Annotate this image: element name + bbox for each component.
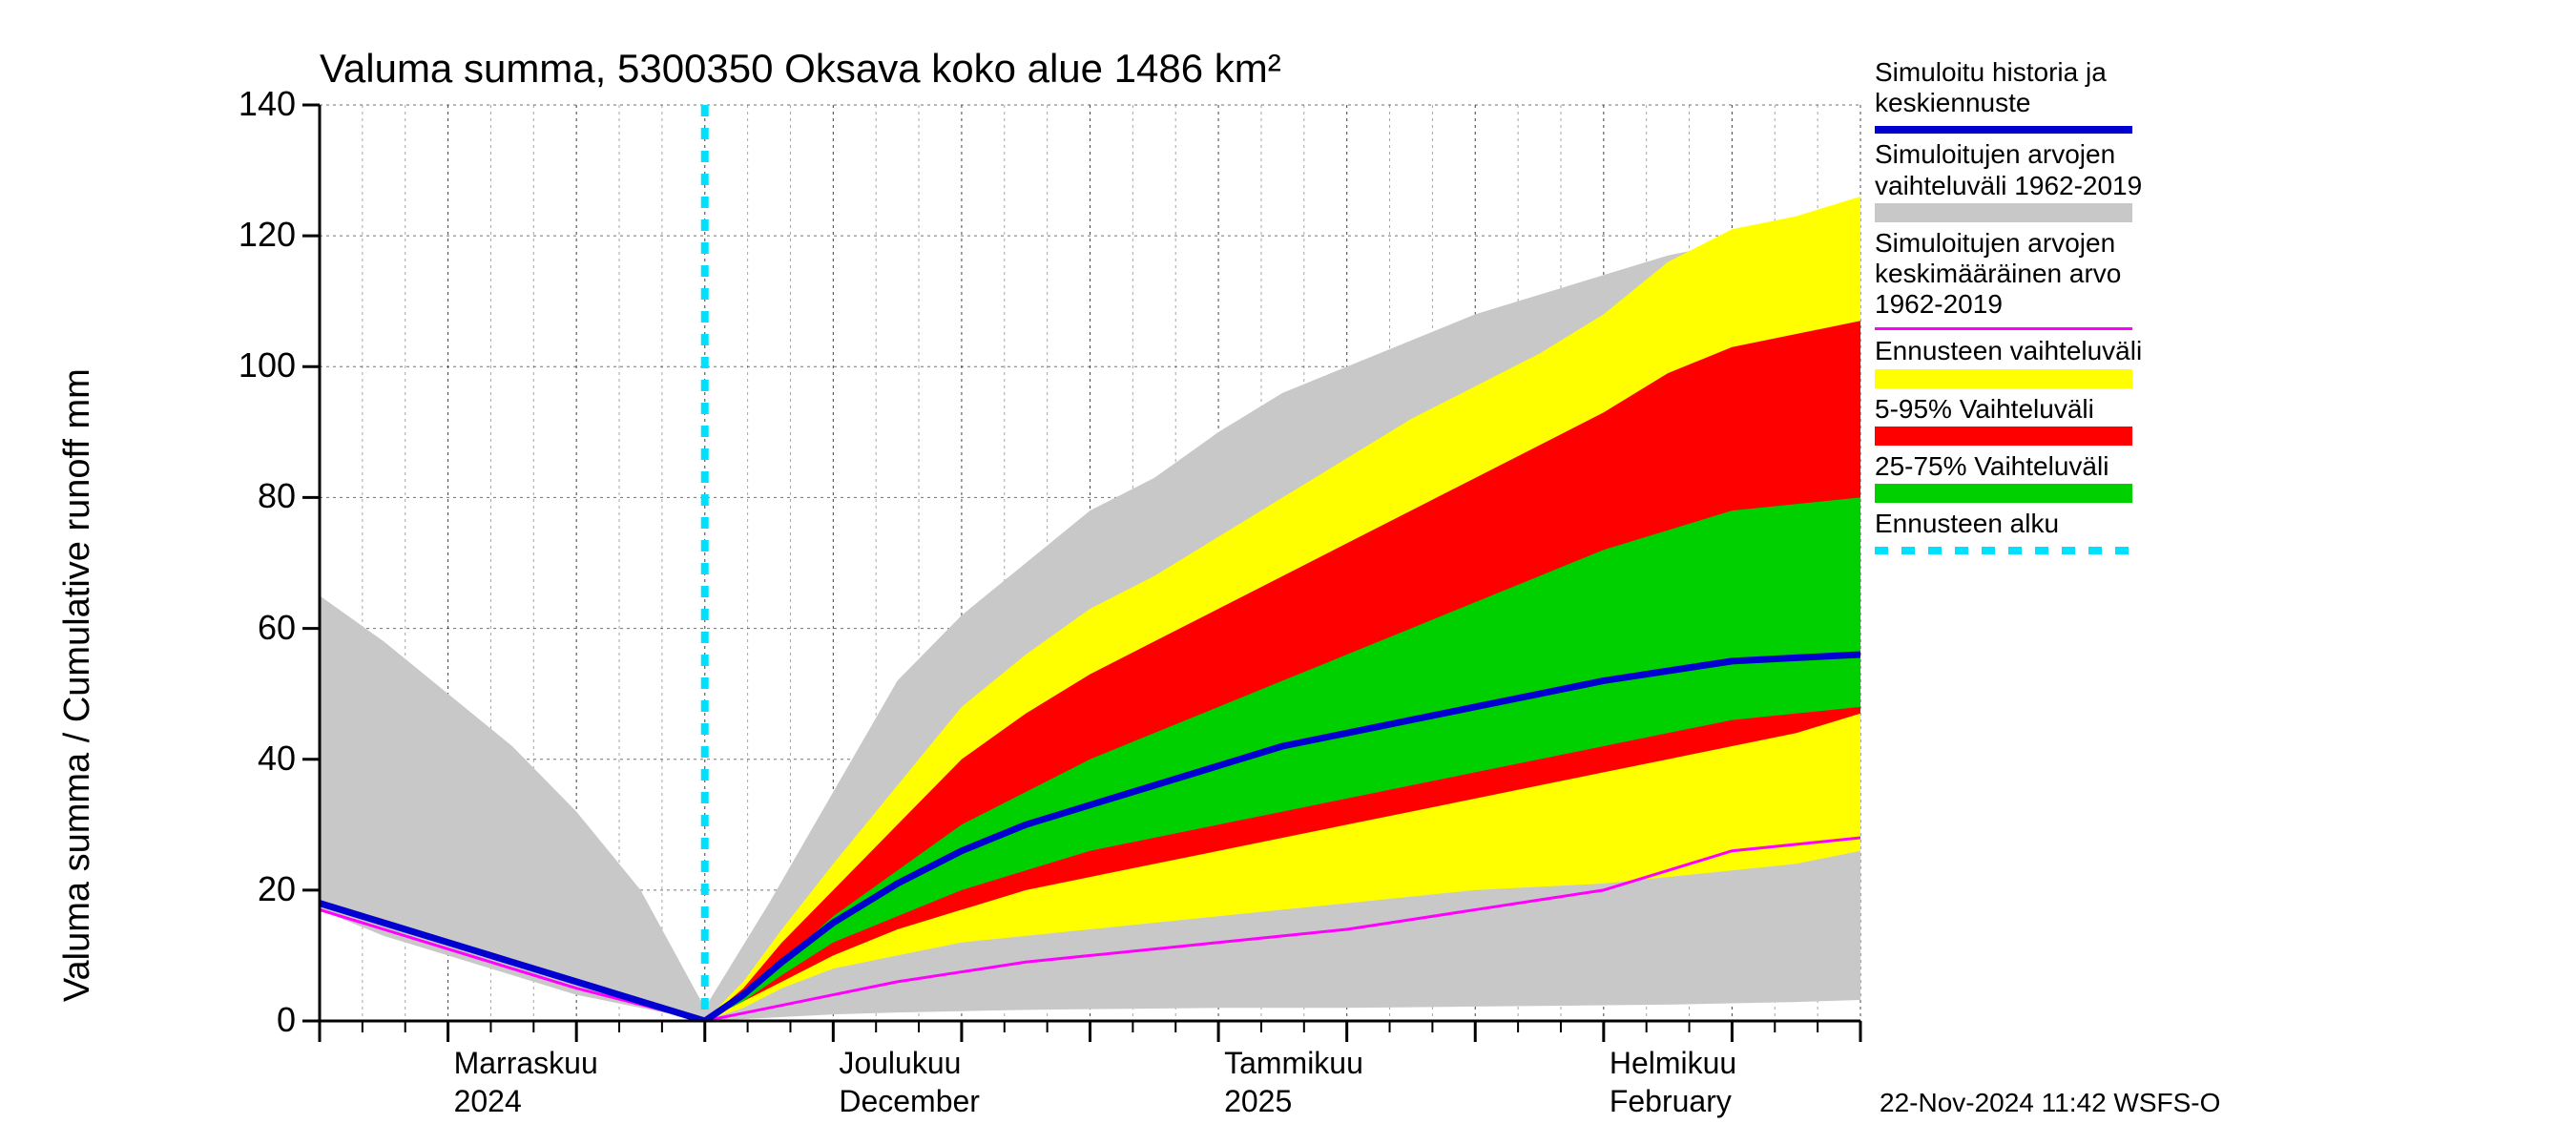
legend-label: 1962-2019 [1875,289,2142,320]
y-tick-label: 120 [215,215,296,255]
legend-entry: 25-75% Vaihteluväli [1875,451,2142,503]
legend-label: Simuloitujen arvojen [1875,139,2142,170]
x-month-label: Marraskuu [454,1046,598,1081]
legend-label: Ennusteen alku [1875,509,2142,539]
chart-title: Valuma summa, 5300350 Oksava koko alue 1… [320,46,1281,92]
legend-label: vaihteluväli 1962-2019 [1875,171,2142,201]
y-tick-label: 140 [215,84,296,124]
legend-entry: Simuloitujen arvojenkeskimääräinen arvo … [1875,228,2142,331]
legend-entry: Simuloitujen arvojenvaihteluväli 1962-20… [1875,139,2142,221]
y-tick-label: 40 [215,739,296,779]
x-month-label: Tammikuu [1224,1046,1363,1081]
x-month-sublabel: February [1610,1084,1732,1119]
legend-swatch [1875,126,2132,134]
legend-swatch [1875,327,2132,330]
y-tick-label: 100 [215,345,296,385]
legend-swatch [1875,484,2132,503]
x-month-sublabel: 2025 [1224,1084,1292,1119]
x-month-label: Helmikuu [1610,1046,1736,1081]
y-tick-label: 20 [215,869,296,909]
legend-label: Ennusteen vaihteluväli [1875,336,2142,366]
x-month-sublabel: December [839,1084,980,1119]
legend-entry: Ennusteen vaihteluväli [1875,336,2142,387]
x-month-sublabel: 2024 [454,1084,522,1119]
legend-swatch [1875,369,2132,388]
timestamp-label: 22-Nov-2024 11:42 WSFS-O [1880,1088,2220,1118]
y-axis-label: Valuma summa / Cumulative runoff mm [57,368,98,1002]
legend-label: 5-95% Vaihteluväli [1875,394,2142,425]
legend-label: keskimääräinen arvo [1875,259,2142,289]
legend-swatch [1875,547,2132,554]
legend-label: keskiennuste [1875,88,2142,118]
legend-swatch [1875,427,2132,446]
y-tick-label: 60 [215,608,296,648]
chart-canvas: Valuma summa, 5300350 Oksava koko alue 1… [0,0,2576,1145]
chart-legend: Simuloitu historia jakeskiennusteSimuloi… [1875,57,2142,560]
legend-entry: Ennusteen alku [1875,509,2142,554]
legend-entry: Simuloitu historia jakeskiennuste [1875,57,2142,134]
legend-entry: 5-95% Vaihteluväli [1875,394,2142,446]
legend-label: 25-75% Vaihteluväli [1875,451,2142,482]
legend-swatch [1875,203,2132,222]
legend-label: Simuloitujen arvojen [1875,228,2142,259]
y-tick-label: 80 [215,476,296,516]
y-tick-label: 0 [215,1000,296,1040]
legend-label: Simuloitu historia ja [1875,57,2142,88]
chart-plot [0,0,2576,1145]
x-month-label: Joulukuu [839,1046,961,1081]
